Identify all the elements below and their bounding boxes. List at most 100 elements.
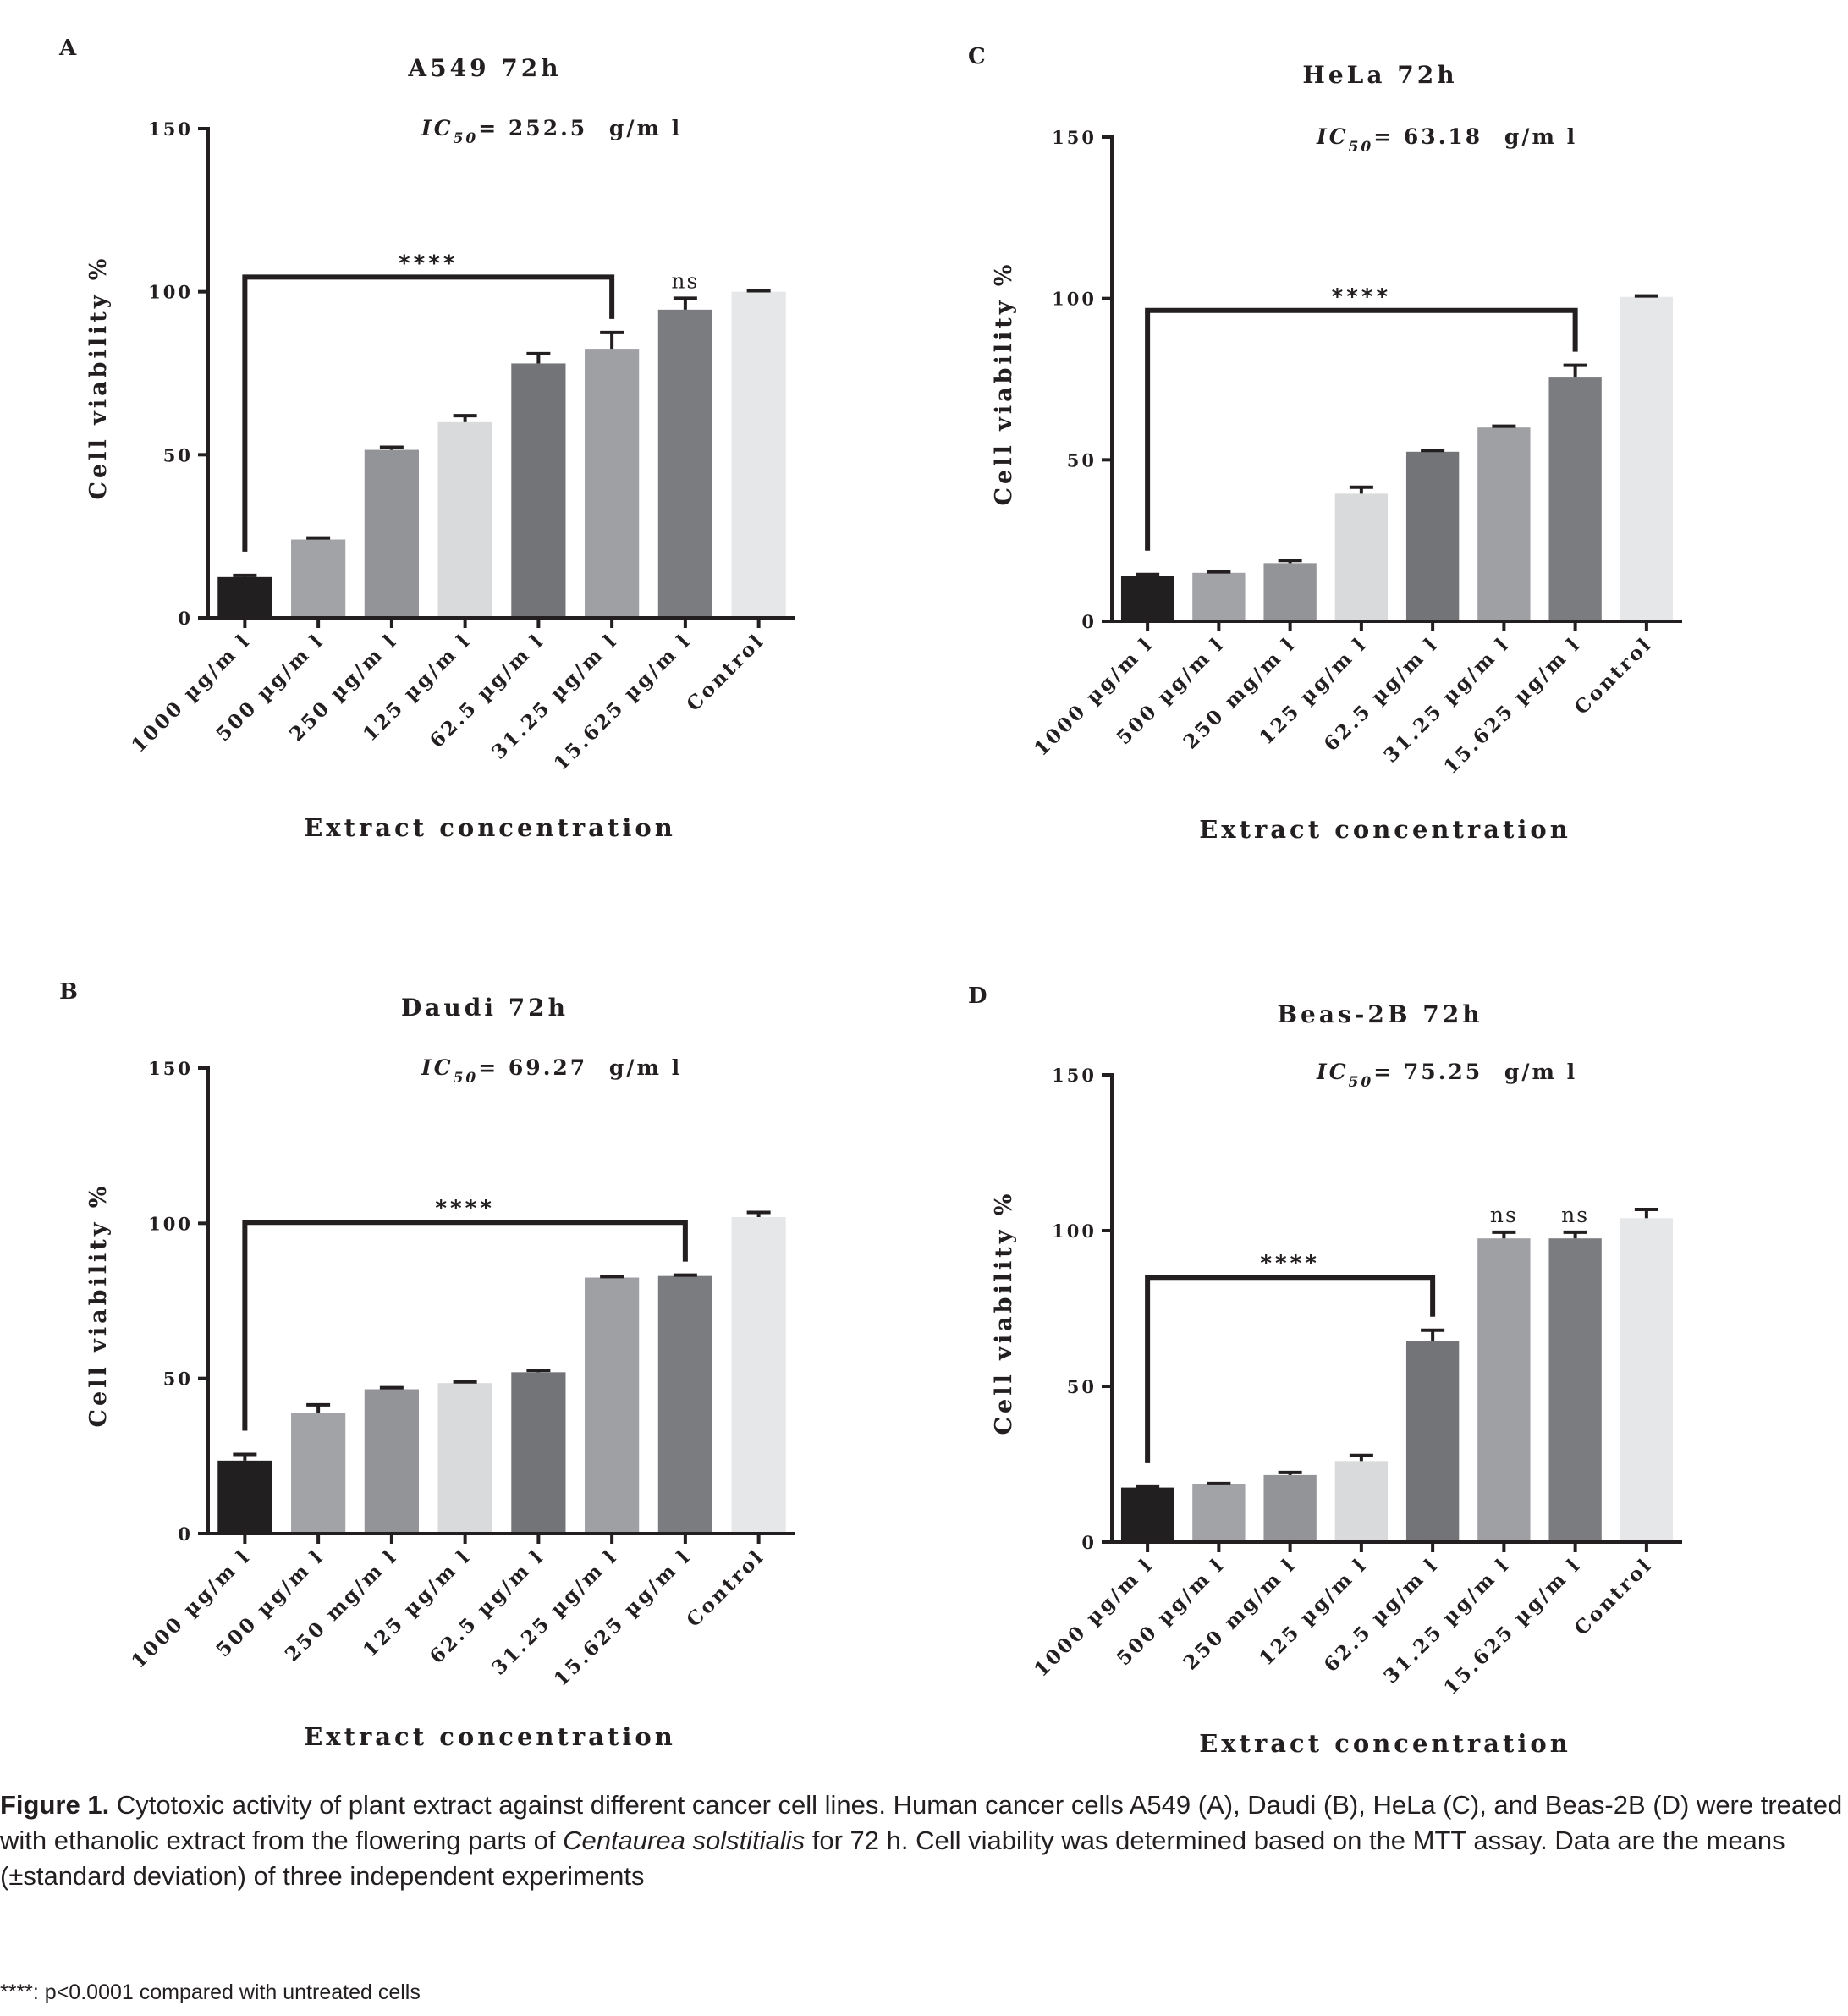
ic50-label: IC <box>1316 1060 1349 1084</box>
bar-7 <box>731 1217 786 1534</box>
ic50-label: IC <box>421 1055 454 1080</box>
caption-text-1: Cytotoxic activity of plant extract agai… <box>0 1790 1843 1855</box>
panel-letter: A <box>58 36 77 61</box>
ic50-annotation: IC50= 63.18 g/m l <box>1316 124 1577 156</box>
x-tick-label: 31.25 µg/m l <box>1379 1553 1514 1688</box>
figure-caption: Figure 1. Cytotoxic activity of plant ex… <box>0 1787 1848 1894</box>
bar-5 <box>585 349 640 618</box>
y-tick-label: 50 <box>1067 449 1097 471</box>
significance-bracket <box>1145 1275 1436 1463</box>
bar-0 <box>217 576 272 618</box>
panel-letter: B <box>59 979 78 1005</box>
ic50-subscript: 50 <box>454 130 479 147</box>
significance-bracket <box>1145 307 1578 551</box>
y-tick-label: 150 <box>148 118 193 140</box>
significance-label: **** <box>1260 1251 1319 1276</box>
y-axis-label: Cell viability % <box>991 262 1017 506</box>
bar-7 <box>1620 296 1674 621</box>
bar-5 <box>1477 427 1531 621</box>
y-tick-label: 0 <box>178 1523 193 1545</box>
chart-panel-d: D Beas-2B 72h IC50= 75.25 g/m l 0 50 100 150 10… <box>968 983 1682 1758</box>
bar-2 <box>364 449 419 618</box>
bar-3 <box>1334 493 1389 621</box>
x-tick-label: Control <box>682 1545 769 1632</box>
caption-species: Centaurea solstitialis <box>563 1826 806 1855</box>
ic50-unit: g/m l <box>1504 1060 1577 1084</box>
chart-title: Beas-2B 72h <box>1277 1000 1482 1028</box>
ns-label: ns <box>1561 1203 1589 1227</box>
bar-3 <box>1334 1461 1389 1542</box>
x-axis-label: Extract concentration <box>304 813 676 842</box>
bar-3 <box>437 421 492 618</box>
bar-1 <box>1192 572 1246 621</box>
chart-title: A549 72h <box>407 54 561 82</box>
ic50-annotation: IC50= 252.5 g/m l <box>421 116 682 147</box>
y-tick-label: 0 <box>1081 611 1097 632</box>
ic50-label: IC <box>1316 124 1349 149</box>
panel-letter: D <box>968 983 987 1009</box>
panel-letter: C <box>968 44 986 69</box>
ic50-annotation: IC50= 69.27 g/m l <box>421 1055 682 1087</box>
bar-6 <box>1548 1238 1602 1542</box>
bar-2 <box>1263 1474 1317 1542</box>
x-axis-label: Extract concentration <box>1199 815 1571 844</box>
chart-title: HeLa 72h <box>1302 61 1457 89</box>
x-tick-label: Control <box>1570 1553 1657 1640</box>
bar-6 <box>657 1275 712 1534</box>
ic50-value: = 252.5 <box>478 116 597 140</box>
x-tick-label: 15.625 µg/m l <box>1439 632 1586 779</box>
figure-label: Figure 1. <box>0 1790 110 1820</box>
x-tick-label: 31.25 µg/m l <box>1379 632 1514 767</box>
bar-0 <box>1120 576 1174 621</box>
significance-label: **** <box>435 1196 494 1221</box>
chart-title: Daudi 72h <box>401 994 569 1022</box>
y-tick-label: 100 <box>148 282 193 303</box>
x-tick-label: 1000 µg/m l <box>1030 1553 1158 1682</box>
bar-4 <box>511 1372 566 1534</box>
significance-bracket <box>242 1220 688 1431</box>
x-tick-label: 15.625 µg/m l <box>549 629 696 775</box>
ic50-value: = 63.18 <box>1373 124 1493 149</box>
bar-2 <box>1263 563 1317 621</box>
x-tick-label: 1000 µg/m l <box>127 629 256 757</box>
y-tick-label: 50 <box>163 444 193 465</box>
ns-label: ns <box>671 268 699 293</box>
ic50-unit: g/m l <box>609 1055 682 1080</box>
ic50-subscript: 50 <box>1349 139 1374 156</box>
x-tick-label: 15.625 µg/m l <box>549 1545 696 1691</box>
bar-0 <box>1120 1487 1174 1542</box>
x-tick-label: 31.25 µg/m l <box>487 1545 622 1679</box>
ic50-annotation: IC50= 75.25 g/m l <box>1316 1060 1577 1091</box>
caption-text-2: for 72 h. Cell viability was determined … <box>0 1826 1785 1891</box>
bar-4 <box>1405 1341 1460 1542</box>
y-tick-label: 50 <box>1067 1376 1097 1397</box>
x-axis-label: Extract concentration <box>1199 1729 1571 1758</box>
y-tick-label: 0 <box>1081 1532 1097 1553</box>
y-tick-label: 150 <box>1052 1065 1097 1086</box>
y-tick-label: 50 <box>163 1369 193 1390</box>
x-tick-label: 1000 µg/m l <box>127 1545 256 1673</box>
bar-0 <box>217 1460 272 1534</box>
y-axis-label: Cell viability % <box>85 256 112 500</box>
bar-7 <box>1620 1218 1674 1542</box>
y-axis-label: Cell viability % <box>991 1191 1017 1435</box>
significance-label: **** <box>1332 284 1391 310</box>
bar-3 <box>437 1383 492 1534</box>
significance-label: **** <box>399 251 458 276</box>
y-tick-label: 150 <box>1052 127 1097 148</box>
ic50-value: = 69.27 <box>478 1055 597 1080</box>
bar-7 <box>731 291 786 618</box>
ic50-label: IC <box>421 116 454 140</box>
bar-2 <box>364 1389 419 1534</box>
y-tick-label: 100 <box>1052 1220 1097 1242</box>
x-tick-label: 31.25 µg/m l <box>487 629 622 763</box>
significance-bracket <box>242 274 615 552</box>
x-tick-label: 1000 µg/m l <box>1030 632 1158 761</box>
x-tick-label: 15.625 µg/m l <box>1439 1553 1586 1699</box>
x-axis-label: Extract concentration <box>304 1722 676 1751</box>
y-tick-label: 0 <box>178 608 193 629</box>
y-axis-label: Cell viability % <box>85 1183 112 1428</box>
ic50-subscript: 50 <box>454 1070 479 1087</box>
ic50-unit: g/m l <box>1504 124 1577 149</box>
